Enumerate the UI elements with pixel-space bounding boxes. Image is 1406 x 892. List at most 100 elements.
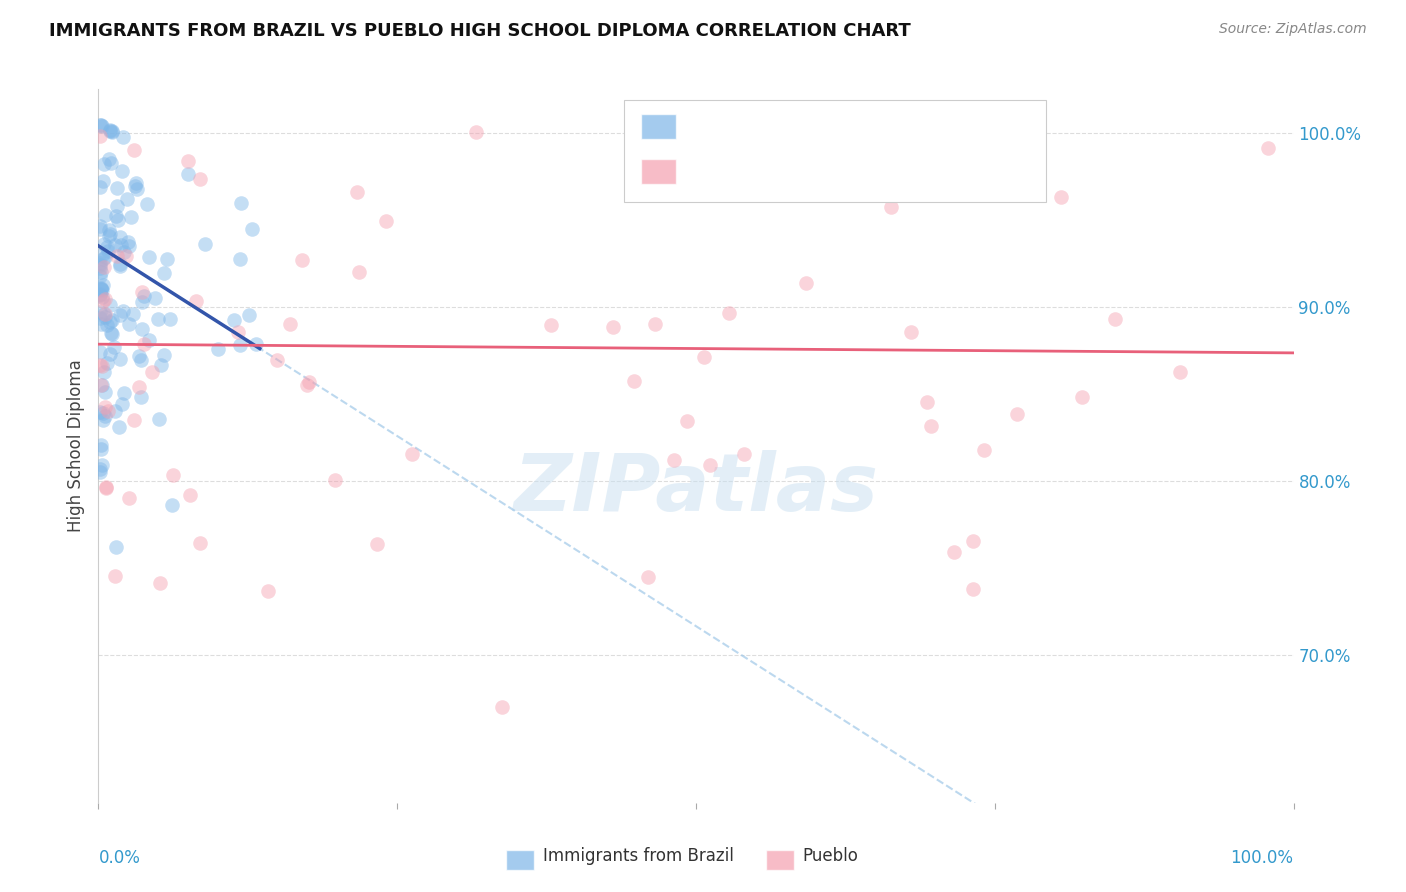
Point — [91, 293, 114, 308]
Point — [347, 265, 370, 279]
Point — [110, 257, 132, 271]
Point — [159, 312, 181, 326]
Point — [725, 130, 748, 145]
Point — [90, 442, 112, 456]
Point — [238, 308, 260, 322]
Point — [89, 222, 111, 236]
Text: N =: N = — [856, 162, 896, 180]
Point — [120, 211, 142, 225]
Point — [96, 481, 118, 495]
Point — [880, 200, 903, 214]
Point — [93, 157, 115, 171]
Point — [108, 351, 131, 366]
Point — [93, 237, 115, 252]
Point — [346, 185, 368, 199]
Point — [138, 250, 160, 264]
Point — [152, 348, 174, 362]
Point — [375, 214, 398, 228]
Point — [104, 404, 127, 418]
Point — [602, 319, 624, 334]
Point — [100, 156, 122, 170]
Point — [89, 180, 111, 194]
Point — [118, 491, 141, 505]
Point — [93, 400, 115, 414]
Point — [104, 238, 127, 252]
Point — [89, 461, 111, 475]
Point — [89, 465, 111, 479]
Point — [773, 167, 796, 181]
Point — [108, 259, 131, 273]
Point — [94, 292, 117, 306]
Point — [141, 365, 163, 379]
Point — [298, 375, 321, 389]
Point — [90, 119, 112, 133]
Point — [103, 340, 125, 354]
Point — [96, 355, 118, 369]
Point — [124, 179, 146, 194]
Point — [188, 535, 211, 549]
Point — [207, 343, 229, 357]
Text: N =: N = — [856, 118, 896, 136]
Point — [100, 123, 122, 137]
Point — [129, 353, 152, 368]
Point — [90, 378, 112, 392]
Text: -0.162: -0.162 — [735, 118, 793, 136]
Point — [162, 467, 184, 482]
Text: R =: R = — [690, 162, 730, 180]
Point — [112, 385, 135, 400]
Point — [108, 308, 131, 322]
Point — [90, 378, 112, 392]
Point — [131, 285, 153, 300]
Text: 74: 74 — [901, 162, 924, 180]
Point — [121, 307, 143, 321]
Point — [229, 338, 252, 352]
Point — [1050, 189, 1073, 203]
Point — [676, 414, 699, 428]
Point — [90, 282, 112, 296]
Point — [89, 258, 111, 272]
Point — [149, 358, 172, 372]
Point — [278, 317, 301, 331]
Point — [679, 129, 702, 144]
Point — [128, 349, 150, 363]
Point — [540, 318, 562, 333]
Point — [108, 230, 131, 244]
Point — [110, 237, 132, 252]
Point — [100, 326, 122, 340]
Text: -0.014: -0.014 — [735, 162, 793, 180]
Point — [94, 310, 117, 325]
Point — [920, 419, 942, 434]
Point — [156, 252, 179, 266]
Point — [917, 395, 939, 409]
Point — [145, 291, 167, 305]
Point — [100, 312, 122, 326]
Point — [366, 537, 388, 551]
Text: 100.0%: 100.0% — [1230, 849, 1294, 867]
Point — [91, 413, 114, 427]
Point — [942, 545, 965, 559]
Point — [105, 181, 128, 195]
Point — [149, 575, 172, 590]
Point — [89, 359, 111, 373]
Point — [114, 249, 136, 263]
Point — [89, 311, 111, 326]
Point — [107, 213, 129, 227]
Point — [90, 119, 112, 133]
Text: IMMIGRANTS FROM BRAZIL VS PUEBLO HIGH SCHOOL DIPLOMA CORRELATION CHART: IMMIGRANTS FROM BRAZIL VS PUEBLO HIGH SC… — [49, 22, 911, 40]
Point — [96, 240, 118, 254]
Point — [112, 304, 135, 318]
Point — [291, 253, 314, 268]
Point — [177, 153, 200, 168]
Point — [89, 405, 111, 419]
Point — [111, 397, 134, 411]
Point — [89, 344, 111, 359]
Point — [962, 582, 984, 597]
Text: Pueblo: Pueblo — [803, 847, 859, 865]
Point — [89, 260, 111, 275]
Point — [132, 337, 155, 351]
Point — [245, 337, 267, 351]
Point — [98, 229, 121, 244]
Point — [89, 219, 111, 234]
Point — [93, 260, 115, 274]
Point — [97, 403, 120, 417]
